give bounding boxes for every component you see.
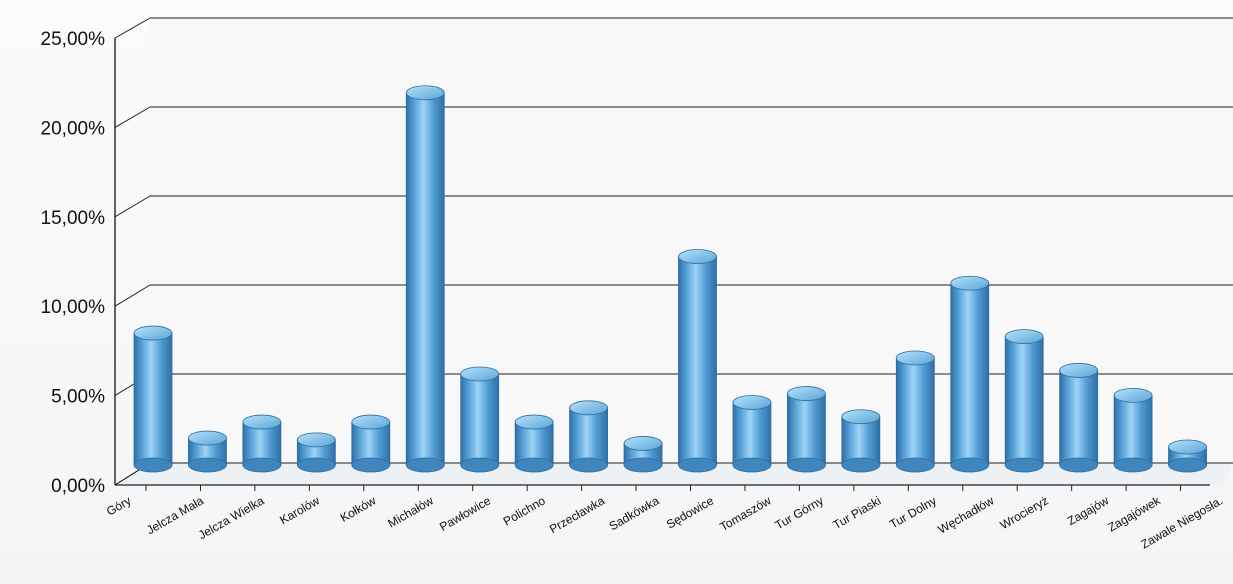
bars xyxy=(133,85,1207,473)
bar-cap xyxy=(1168,439,1207,455)
x-tick-label: Pawłowice xyxy=(437,493,493,534)
bar-body xyxy=(678,256,717,466)
bar-base xyxy=(188,457,227,473)
bar-base xyxy=(296,457,336,473)
bar-body xyxy=(950,282,990,466)
bar-cap xyxy=(188,430,227,446)
bar-cap xyxy=(841,409,881,425)
x-tick-label: Kołków xyxy=(338,493,379,525)
bar-base xyxy=(405,457,445,473)
bar-base xyxy=(1059,457,1099,473)
x-tick-label: Karolów xyxy=(277,493,322,527)
x-tick-label: Jelcza Wielka xyxy=(196,493,267,542)
y-tick-label: 15,00% xyxy=(41,208,106,229)
bar-base xyxy=(351,457,391,473)
x-tick-label: Sędowice xyxy=(664,493,716,531)
x-tick-label: Zagajów xyxy=(1065,493,1112,528)
bar-cap xyxy=(732,395,772,410)
bar-base xyxy=(950,457,990,473)
bar-cap xyxy=(623,436,663,451)
grid-diagonal xyxy=(114,106,151,128)
x-tick-label: Przecławka xyxy=(547,493,607,536)
bar-body xyxy=(569,407,608,466)
bar-body xyxy=(1059,370,1099,466)
bar-cap xyxy=(296,432,336,448)
bar-body xyxy=(460,373,500,466)
grid-diagonal xyxy=(114,195,151,218)
bar-cap xyxy=(1113,387,1153,403)
x-tick-label: Michałów xyxy=(385,493,436,530)
y-tick-label: 25,00% xyxy=(41,29,106,50)
bar-base xyxy=(623,457,663,473)
y-tick-label: 5,00% xyxy=(51,387,105,408)
grid-diagonal xyxy=(114,17,151,39)
x-tick-label: Węchadłów xyxy=(936,493,997,536)
bar-body xyxy=(732,402,772,466)
y-axis-ticks: 0,00% 5,00% 10,00% 15,00% 20,00% 25,00% xyxy=(41,29,106,497)
bar-cap xyxy=(950,275,990,291)
axes xyxy=(114,38,1210,491)
y-tick-label: 20,00% xyxy=(41,118,106,139)
bar-base xyxy=(133,457,173,473)
bar-cap xyxy=(351,414,391,430)
bar-cap xyxy=(569,400,608,416)
x-tick-label: Polichno xyxy=(501,493,548,528)
bar-base xyxy=(242,457,282,473)
bar-cap xyxy=(405,85,445,101)
bar-base xyxy=(569,457,608,473)
bar-cap xyxy=(1004,329,1044,345)
x-tick-label: Zagajówek xyxy=(1105,493,1163,535)
bar-cap xyxy=(895,350,935,366)
bar-base xyxy=(787,457,826,473)
y-tick-label: 10,00% xyxy=(41,297,106,318)
grid-diagonal xyxy=(114,284,151,307)
bar-cap xyxy=(242,414,282,430)
y-tick-label: 0,00% xyxy=(51,476,105,497)
bar-base xyxy=(678,457,717,473)
bar-cap xyxy=(514,414,554,430)
bar-body xyxy=(895,357,935,466)
bar-base xyxy=(732,457,772,473)
bar-body xyxy=(787,393,826,466)
bar-body xyxy=(1113,394,1153,466)
bar-base xyxy=(895,457,935,473)
x-tick-label: Tur Dolny xyxy=(887,493,939,531)
x-tick-label: Wrocieryż xyxy=(998,493,1051,532)
bar-cap xyxy=(1059,363,1099,378)
bar-base xyxy=(1113,457,1153,473)
x-tick-label: Tur Górny xyxy=(773,493,826,532)
bar-body xyxy=(405,92,445,466)
bar-cap xyxy=(787,386,826,401)
bar-body xyxy=(1004,336,1044,466)
bar-cap xyxy=(133,325,173,341)
bar-cap xyxy=(678,249,717,264)
bar-cap xyxy=(460,366,500,382)
x-tick-label: Góry xyxy=(104,493,134,518)
x-tick-label: Tur Piaski xyxy=(831,493,884,532)
x-tick-label: Sadkówka xyxy=(607,493,662,533)
bar-base xyxy=(841,457,881,473)
bar-body xyxy=(133,332,173,466)
bar-base xyxy=(514,457,554,473)
bar-base xyxy=(460,457,500,473)
x-tick-label: Tomaszów xyxy=(717,493,773,534)
bar-base xyxy=(1004,457,1044,473)
bar-base xyxy=(1168,457,1207,473)
